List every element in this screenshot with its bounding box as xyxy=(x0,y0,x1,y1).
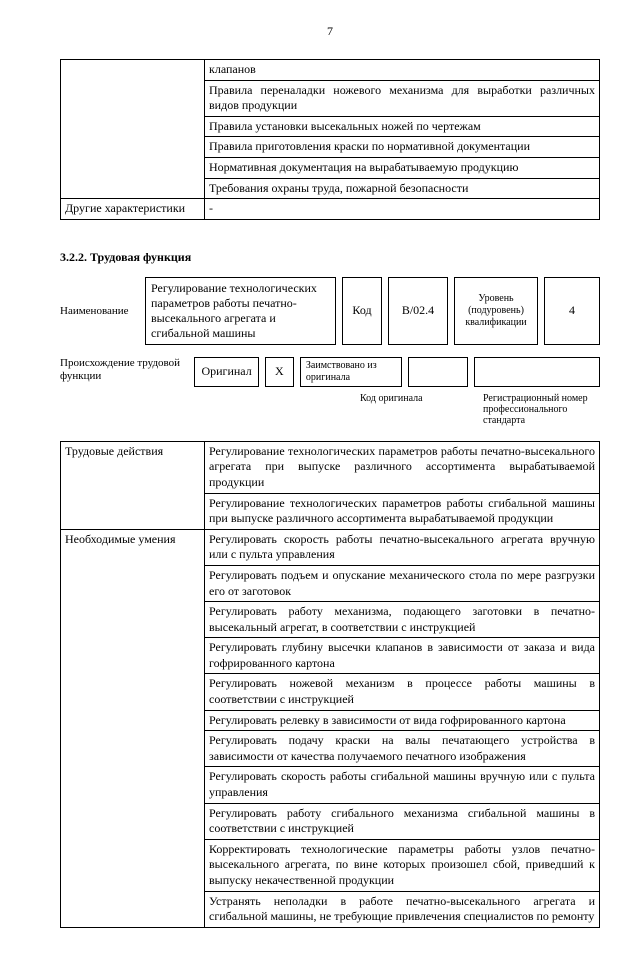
table-row: Другие характеристики - xyxy=(61,199,600,220)
table-row: Необходимые умения Регулировать скорость… xyxy=(61,529,600,565)
origin-row: Происхождение трудовой функции Оригинал … xyxy=(60,357,600,387)
orig-code-box xyxy=(408,357,468,387)
cell: Правила приготовления краски по норматив… xyxy=(205,137,600,158)
actions-label: Трудовые действия xyxy=(61,441,205,529)
page-number: 7 xyxy=(60,24,600,39)
name-label: Наименование xyxy=(60,277,139,345)
orig-label-box: Оригинал xyxy=(194,357,258,387)
cell: Регулировать подъем и опускание механиче… xyxy=(205,565,600,601)
cell: Регулировать ножевой механизм в процессе… xyxy=(205,674,600,710)
cell: Регулировать работу механизма, подающего… xyxy=(205,602,600,638)
cell: Корректировать технологические параметры… xyxy=(205,839,600,891)
table-row: Трудовые действия Регулирование технолог… xyxy=(61,441,600,493)
cell: Регулировать работу сгибального механизм… xyxy=(205,803,600,839)
table-row: клапанов xyxy=(61,60,600,81)
code-value: B/02.4 xyxy=(388,277,448,345)
cell: Регулировать глубину высечки клапанов в … xyxy=(205,638,600,674)
cell: клапанов xyxy=(205,60,600,81)
cell: Регулировать скорость работы печатно-выс… xyxy=(205,529,600,565)
cell: Регулировать подачу краски на валы печат… xyxy=(205,731,600,767)
code-label: Код xyxy=(342,277,382,345)
cell: Устранять неполадки в работе печатно-выс… xyxy=(205,891,600,927)
origin-captions: Код оригинала Регистрационный номер проф… xyxy=(360,393,600,426)
other-char-label: Другие характеристики xyxy=(61,199,205,220)
origin-label: Происхождение трудовой функции xyxy=(60,357,188,383)
cell: Регулирование технологических параметров… xyxy=(205,493,600,529)
skills-label: Необходимые умения xyxy=(61,529,205,927)
cell: Правила установки высекальных ножей по ч… xyxy=(205,116,600,137)
function-meta-row: Наименование Регулирование технологическ… xyxy=(60,277,600,345)
level-label: Уровень (подуровень) квалификации xyxy=(454,277,538,345)
top-table: клапанов Правила переналадки ножевого ме… xyxy=(60,59,600,220)
level-value: 4 xyxy=(544,277,600,345)
cell: Нормативная документация на вырабатываем… xyxy=(205,157,600,178)
reg-num-box xyxy=(474,357,600,387)
name-value: Регулирование технологических параметров… xyxy=(145,277,336,345)
cell: Регулирование технологических параметров… xyxy=(205,441,600,493)
main-table: Трудовые действия Регулирование технолог… xyxy=(60,441,600,928)
cell: Регулировать релевку в зависимости от ви… xyxy=(205,710,600,731)
reg-caption: Регистрационный номер профессионального … xyxy=(483,393,600,426)
other-char-value: - xyxy=(205,199,600,220)
orig-code-caption: Код оригинала xyxy=(360,393,423,426)
section-heading: 3.2.2. Трудовая функция xyxy=(60,250,600,265)
cell: Правила переналадки ножевого механизма д… xyxy=(205,80,600,116)
orig-mark: X xyxy=(265,357,294,387)
cell: Требования охраны труда, пожарной безопа… xyxy=(205,178,600,199)
cell: Регулировать скорость работы сгибальной … xyxy=(205,767,600,803)
borrowed-label: Заимствовано из оригинала xyxy=(300,357,402,387)
